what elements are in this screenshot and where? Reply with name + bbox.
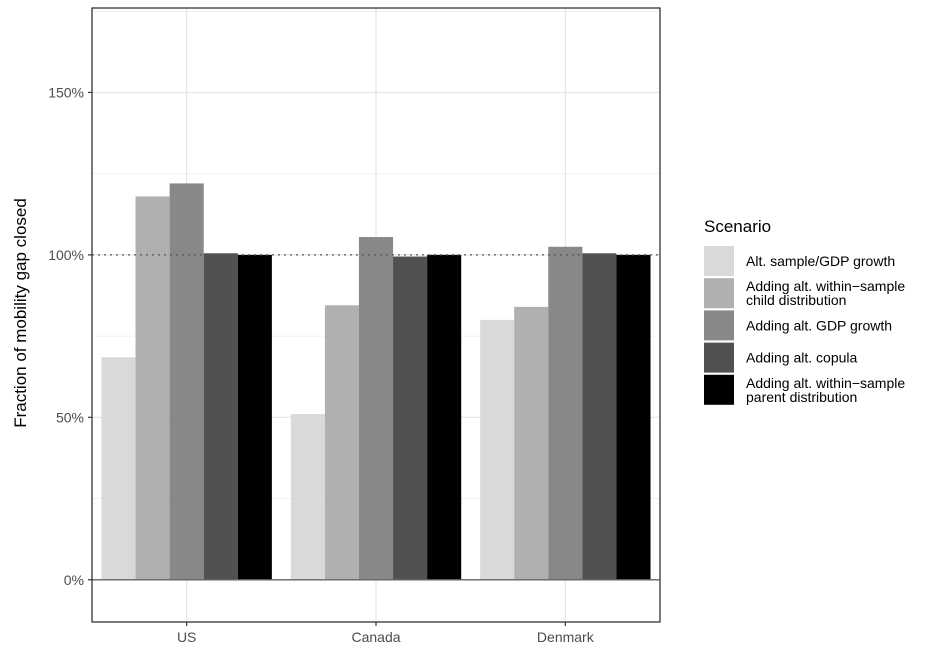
legend: Scenario Alt. sample/GDP growth Adding al… bbox=[704, 217, 905, 405]
bar bbox=[324, 305, 359, 580]
x-tick-label: US bbox=[177, 629, 196, 645]
legend-key bbox=[704, 374, 734, 405]
bar bbox=[101, 357, 136, 580]
legend-label: parent distribution bbox=[746, 389, 857, 405]
bar bbox=[393, 256, 428, 580]
legend-label: Adding alt. copula bbox=[746, 350, 858, 366]
bar bbox=[135, 196, 170, 580]
bar bbox=[616, 254, 651, 580]
bar bbox=[237, 254, 272, 580]
y-tick-label: 100% bbox=[48, 247, 84, 263]
bar bbox=[169, 183, 204, 580]
bar bbox=[548, 246, 583, 580]
x-tick-label: Denmark bbox=[537, 629, 595, 645]
legend-label: Adding alt. GDP growth bbox=[746, 317, 892, 333]
legend-label: Adding alt. within−sample bbox=[746, 278, 905, 294]
legend-title: Scenario bbox=[704, 217, 771, 236]
legend-key bbox=[704, 246, 734, 276]
bars bbox=[101, 183, 651, 580]
legend-key bbox=[704, 342, 734, 373]
y-tick-label: 150% bbox=[48, 84, 84, 100]
bar bbox=[480, 319, 515, 580]
reference-line-layer bbox=[92, 254, 660, 581]
y-tick-label: 50% bbox=[56, 409, 84, 425]
x-axis: US Canada Denmark bbox=[177, 622, 595, 645]
legend-key bbox=[704, 310, 734, 341]
legend-key bbox=[704, 278, 734, 309]
legend-label: child distribution bbox=[746, 292, 846, 308]
bar bbox=[203, 253, 238, 580]
bar bbox=[358, 237, 394, 580]
bar bbox=[290, 414, 325, 580]
y-axis: 0% 50% 100% 150% bbox=[48, 84, 92, 588]
bar bbox=[514, 306, 549, 580]
y-tick-label: 0% bbox=[64, 572, 84, 588]
bar bbox=[427, 254, 462, 580]
bar bbox=[582, 253, 617, 580]
x-tick-label: Canada bbox=[351, 629, 400, 645]
y-axis-title: Fraction of mobility gap closed bbox=[11, 198, 30, 428]
legend-label: Alt. sample/GDP growth bbox=[746, 253, 895, 269]
legend-label: Adding alt. within−sample bbox=[746, 375, 905, 391]
